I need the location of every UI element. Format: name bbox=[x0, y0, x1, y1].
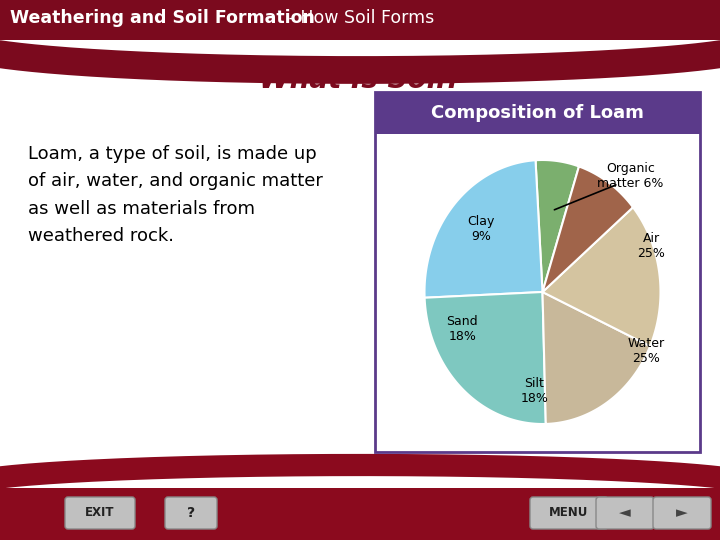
FancyBboxPatch shape bbox=[165, 497, 217, 529]
FancyBboxPatch shape bbox=[653, 497, 711, 529]
Polygon shape bbox=[542, 207, 660, 346]
Text: Loam, a type of soil, is made up
of air, water, and organic matter
as well as ma: Loam, a type of soil, is made up of air,… bbox=[28, 145, 323, 245]
Text: MENU: MENU bbox=[549, 507, 589, 519]
FancyBboxPatch shape bbox=[596, 497, 654, 529]
FancyBboxPatch shape bbox=[375, 92, 700, 452]
Text: EXIT: EXIT bbox=[85, 507, 114, 519]
Text: Organic
matter 6%: Organic matter 6% bbox=[598, 162, 664, 190]
Text: Silt
18%: Silt 18% bbox=[521, 377, 549, 405]
FancyBboxPatch shape bbox=[375, 92, 700, 134]
Polygon shape bbox=[536, 160, 579, 292]
Polygon shape bbox=[425, 160, 542, 298]
Text: ?: ? bbox=[187, 506, 195, 520]
Text: Sand
18%: Sand 18% bbox=[446, 315, 478, 343]
Polygon shape bbox=[425, 292, 546, 424]
Text: What Is Soil?: What Is Soil? bbox=[258, 66, 462, 94]
Text: Clay
9%: Clay 9% bbox=[467, 214, 495, 242]
Polygon shape bbox=[542, 292, 650, 424]
Text: ◄: ◄ bbox=[619, 505, 631, 521]
Text: Composition of Loam: Composition of Loam bbox=[431, 104, 644, 122]
Text: Air
25%: Air 25% bbox=[637, 232, 665, 260]
FancyBboxPatch shape bbox=[65, 497, 135, 529]
Polygon shape bbox=[542, 166, 633, 292]
Text: Water
25%: Water 25% bbox=[628, 338, 665, 366]
Text: ►: ► bbox=[676, 505, 688, 521]
FancyBboxPatch shape bbox=[0, 488, 720, 540]
FancyBboxPatch shape bbox=[530, 497, 608, 529]
Text: Weathering and Soil Formation: Weathering and Soil Formation bbox=[10, 9, 315, 27]
Text: - How Soil Forms: - How Soil Forms bbox=[283, 9, 434, 27]
FancyBboxPatch shape bbox=[0, 0, 720, 40]
